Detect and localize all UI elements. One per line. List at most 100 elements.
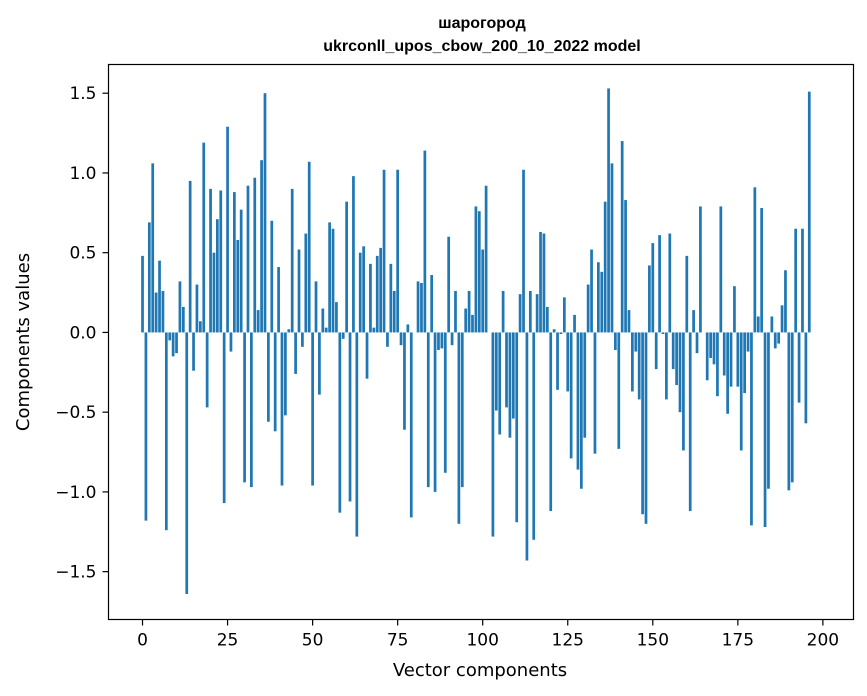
bar <box>760 208 764 333</box>
bar <box>794 228 798 333</box>
bar <box>756 316 760 333</box>
bar <box>311 332 314 486</box>
bar <box>528 290 532 333</box>
bar <box>164 332 168 531</box>
bar <box>324 327 328 333</box>
bar <box>185 332 189 594</box>
bar <box>399 332 403 346</box>
bar <box>719 206 723 333</box>
bar <box>559 332 563 335</box>
bar <box>556 332 559 390</box>
bar <box>178 281 182 333</box>
y-tick-label: −1.0 <box>55 483 96 503</box>
x-tick-label: 100 <box>466 631 498 651</box>
bar <box>202 142 206 333</box>
bar <box>290 188 294 333</box>
bar <box>345 201 348 333</box>
bar <box>158 260 161 333</box>
bar <box>790 332 794 483</box>
bar <box>403 332 406 430</box>
bar <box>440 332 444 349</box>
y-tick-label: −0.5 <box>55 403 96 423</box>
bar <box>525 332 529 561</box>
bar <box>709 332 712 358</box>
bar <box>505 332 508 408</box>
y-tick-label: 1.5 <box>69 84 96 104</box>
x-tick-label: 200 <box>807 631 839 651</box>
bar <box>304 233 308 333</box>
bar <box>746 332 750 352</box>
bar <box>267 332 270 422</box>
bar <box>484 185 488 333</box>
bar <box>161 290 165 333</box>
bar <box>301 332 304 347</box>
bar <box>535 294 539 333</box>
bar <box>188 180 192 333</box>
y-axis-label: Components values <box>13 253 34 431</box>
bar <box>168 332 172 341</box>
bar <box>192 332 195 371</box>
bar <box>318 332 321 395</box>
bar <box>321 308 325 333</box>
bar <box>726 332 729 414</box>
bar <box>331 228 335 333</box>
bar <box>389 263 393 333</box>
bar <box>287 329 291 333</box>
bar <box>722 332 726 376</box>
bar <box>250 332 253 488</box>
bar <box>787 332 791 491</box>
bar <box>498 332 502 435</box>
bar <box>494 332 498 411</box>
bar <box>474 206 478 333</box>
bar <box>518 294 522 333</box>
bar <box>767 332 770 489</box>
bar <box>464 308 468 333</box>
bar <box>773 332 777 349</box>
bar <box>552 329 556 333</box>
y-tick-label: 0.0 <box>69 323 96 343</box>
x-tick-label: 75 <box>387 631 409 651</box>
bar <box>392 290 396 333</box>
bar <box>335 302 338 333</box>
bar <box>154 292 158 333</box>
bar <box>658 235 661 333</box>
bar <box>443 332 447 473</box>
bar <box>229 332 233 352</box>
bar <box>716 332 719 397</box>
bar <box>195 284 199 333</box>
y-tick-label: 0.5 <box>69 244 96 264</box>
bar <box>729 332 733 387</box>
bar <box>739 332 743 451</box>
bar <box>175 332 178 354</box>
bar <box>352 176 355 333</box>
bar <box>692 310 695 333</box>
bar <box>712 332 716 365</box>
bar <box>372 327 376 333</box>
bar <box>770 316 774 333</box>
bar <box>233 192 236 333</box>
bar <box>420 282 423 333</box>
bar <box>416 281 420 333</box>
bar <box>144 332 148 521</box>
bar <box>566 332 570 392</box>
bar <box>215 219 219 333</box>
bar <box>617 332 621 449</box>
x-axis-label: Vector components <box>393 660 567 681</box>
bar <box>338 332 342 513</box>
x-axis-ticks: 0 25 50 75 100 125 150 175 200 <box>137 619 839 651</box>
bar <box>198 321 202 333</box>
bar <box>590 249 593 333</box>
bar <box>280 332 284 486</box>
bar <box>260 160 263 333</box>
bar <box>549 332 553 512</box>
bar <box>610 163 614 333</box>
bar <box>801 228 804 333</box>
bar <box>733 286 736 333</box>
x-tick-label: 125 <box>552 631 584 651</box>
bar <box>243 332 246 483</box>
y-axis-ticks: −1.5 −1.0 −0.5 0.0 0.5 1.0 1.5 <box>55 84 109 583</box>
bar <box>433 332 437 492</box>
chart-subtitle: ukrconll_upos_cbow_200_10_2022 model <box>323 38 640 55</box>
bar <box>396 169 400 333</box>
bar <box>355 332 359 537</box>
